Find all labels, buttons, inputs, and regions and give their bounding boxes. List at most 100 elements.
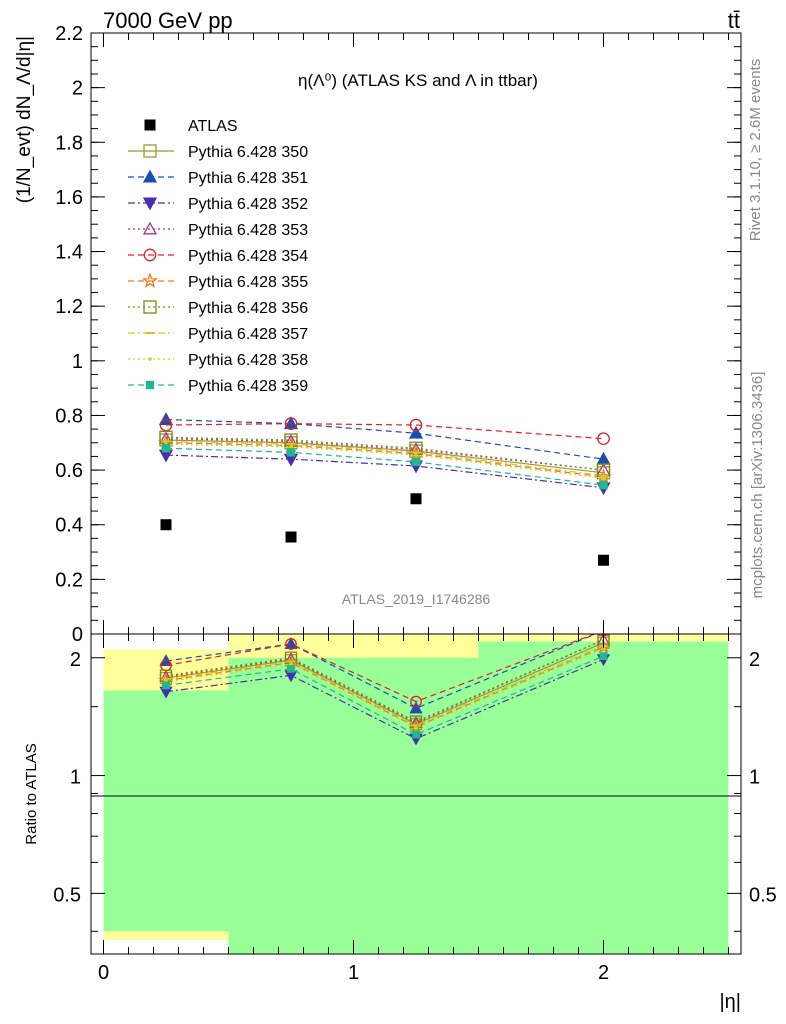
series-line xyxy=(165,442,604,478)
ratio-line xyxy=(165,655,604,736)
y-tick-label: 2 xyxy=(72,78,83,100)
ratio-line xyxy=(165,648,604,729)
legend-marker xyxy=(143,144,157,158)
ratio-point xyxy=(601,646,606,651)
ratio-point xyxy=(412,730,420,739)
y-tick-label: 0 xyxy=(72,624,83,646)
ratio-line xyxy=(165,634,597,703)
series-5 xyxy=(159,417,610,446)
legend-marker xyxy=(142,221,158,235)
series-10 xyxy=(161,444,608,490)
mcplots-label: mcplots.cern.ch [arXiv:1306.3436] xyxy=(749,372,766,599)
y-axis-label: (1/N_evt) dN_Λ/d|η| xyxy=(14,36,35,203)
ratio-point xyxy=(410,695,422,708)
header-right: tt̄ xyxy=(728,8,740,33)
y-tick-label: 0.6 xyxy=(55,460,83,482)
header-left: 7000 GeV pp xyxy=(103,8,233,33)
legend-marker xyxy=(143,248,157,262)
y-tick-label: 1.2 xyxy=(55,296,83,318)
legend-item-7: Pythia 6.428 356 xyxy=(128,300,308,317)
series-point xyxy=(283,416,299,430)
chart-title: η(Λ⁰) (ATLAS KS and Λ in ttbar) xyxy=(298,71,538,90)
series-1 xyxy=(159,433,611,480)
legend-label: Pythia 6.428 357 xyxy=(188,326,308,343)
series-point xyxy=(414,453,418,457)
series-line xyxy=(165,440,604,477)
uncertainty-band-green xyxy=(228,657,354,954)
y-tick-label: 0.8 xyxy=(55,405,83,427)
legend-item-2: Pythia 6.428 351 xyxy=(128,169,308,187)
legend-label: Pythia 6.428 350 xyxy=(188,144,308,161)
y-tick-label: 1.8 xyxy=(55,132,83,154)
ratio-tick-label-right: 2 xyxy=(749,649,760,671)
series-point xyxy=(597,432,610,446)
data-point xyxy=(598,554,609,566)
ratio-tick-label: 2 xyxy=(70,649,81,671)
ratio-point xyxy=(162,681,170,690)
series-point xyxy=(286,448,296,457)
y-tick-label: 2.2 xyxy=(55,23,83,45)
axes-layer: 0 0.2 0.4 0.6 0.8 1 1.2 1.4 1.6 1.8 2 2.2 0.5 0.5 1 1 2 2… xyxy=(53,23,777,984)
y-tick-label: 1 xyxy=(72,351,83,373)
legend-label: ATLAS xyxy=(188,118,238,135)
legend-label: Pythia 6.428 353 xyxy=(188,222,308,239)
series-point xyxy=(408,425,424,439)
y-tick-label: 0.2 xyxy=(55,569,83,591)
data-point xyxy=(160,519,172,531)
ratio-line xyxy=(165,639,604,724)
legend-item-3: Pythia 6.428 352 xyxy=(128,196,308,213)
series-8 xyxy=(161,440,609,477)
ratio-point xyxy=(599,652,608,661)
legend-label: Pythia 6.428 355 xyxy=(188,274,308,291)
legend-item-8: Pythia 6.428 357 xyxy=(128,326,308,343)
x-tick-label: 0 xyxy=(98,962,109,984)
ratio-tick-label-right: 0.5 xyxy=(749,884,777,906)
series-2 xyxy=(158,412,611,465)
data-series-atlas xyxy=(160,493,609,566)
legend-label: Pythia 6.428 351 xyxy=(188,170,308,187)
series-point xyxy=(284,417,298,430)
legend-item-atlas: ATLAS xyxy=(144,118,238,135)
series-point xyxy=(599,480,608,490)
series-line xyxy=(165,423,604,440)
ratio-axis-label: Ratio to ATLAS xyxy=(23,743,40,844)
series-line xyxy=(165,447,604,486)
ratio-series-10 xyxy=(162,652,608,739)
ratio-panel-frame xyxy=(90,633,742,955)
main-series-layer xyxy=(157,412,612,566)
uncertainty-band-green xyxy=(478,641,729,954)
x-axis-label: |η| xyxy=(719,991,741,1013)
ratio-line xyxy=(165,658,604,740)
legend-item-10: Pythia 6.428 359 xyxy=(128,378,308,395)
legend: ATLAS Pythia 6.428 350 Pythia 6.428 351 Pyt… xyxy=(128,118,308,395)
series-7 xyxy=(159,430,611,477)
ratio-tick-label-right: 1 xyxy=(749,767,760,789)
series-9 xyxy=(164,442,606,481)
ratio-bands xyxy=(103,634,729,954)
ratio-line xyxy=(165,642,604,725)
data-point xyxy=(285,531,297,543)
ratio-point xyxy=(285,638,297,650)
y-tick-label: 1.6 xyxy=(55,187,83,209)
legend-marker xyxy=(142,197,158,211)
series-point xyxy=(601,476,606,481)
series-point xyxy=(409,418,423,432)
legend-item-9: Pythia 6.428 358 xyxy=(128,352,308,369)
legend-label: Pythia 6.428 356 xyxy=(188,300,308,317)
ratio-tick-label: 1 xyxy=(70,767,81,789)
ratio-point xyxy=(414,726,418,730)
legend-label: Pythia 6.428 358 xyxy=(188,352,308,369)
x-tick-label: 1 xyxy=(348,962,359,984)
legend-item-5: Pythia 6.428 354 xyxy=(128,248,308,265)
ratio-point xyxy=(409,701,423,714)
ratio-point xyxy=(289,662,293,666)
series-line xyxy=(165,418,604,460)
series-point xyxy=(289,445,293,449)
legend-marker xyxy=(142,169,158,183)
legend-marker xyxy=(148,357,152,361)
ratio-line xyxy=(165,639,604,723)
legend-item-4: Pythia 6.428 353 xyxy=(128,221,308,239)
ratio-tick-label: 0.5 xyxy=(53,884,81,906)
y-tick-label: 0.4 xyxy=(55,515,83,537)
